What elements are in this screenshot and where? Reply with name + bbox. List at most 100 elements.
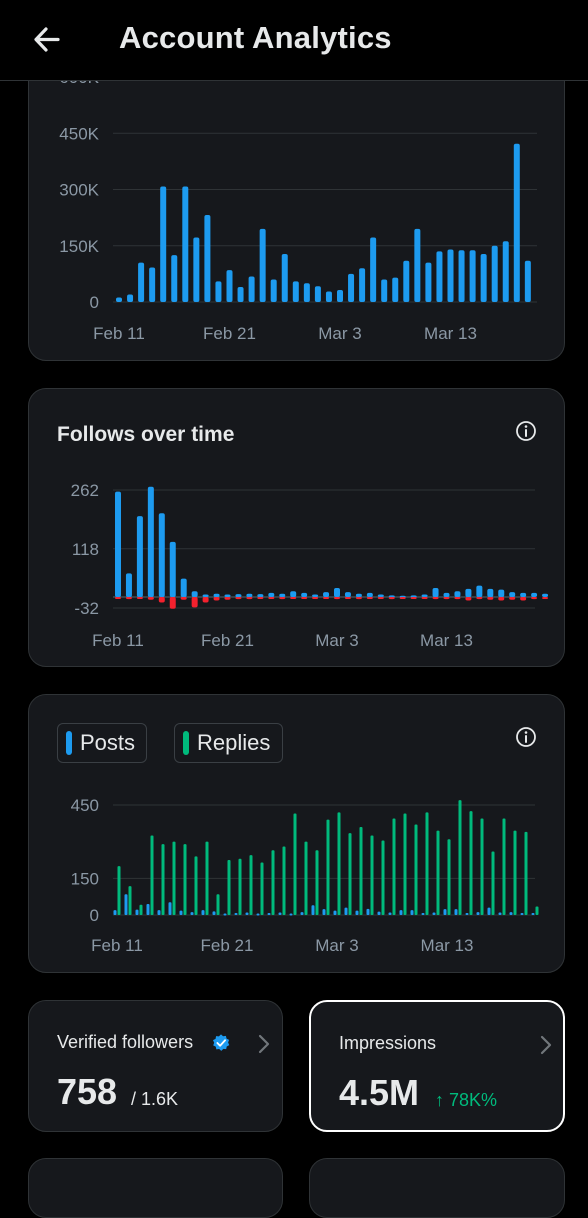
posts-bar — [432, 912, 436, 915]
replies-bar — [205, 841, 209, 915]
info-icon[interactable] — [515, 420, 537, 442]
follows-loss-bar — [399, 597, 406, 599]
arrow-left-icon[interactable] — [28, 20, 68, 60]
follows-gain-bar — [290, 591, 297, 597]
follows-loss-bar — [377, 597, 384, 599]
follows-loss-bar — [136, 597, 143, 599]
posts-bar — [300, 912, 304, 915]
follows-gain-bar — [301, 592, 308, 597]
replies-bar — [139, 904, 143, 915]
posts-bar — [476, 912, 480, 915]
impressions-bar — [436, 251, 443, 302]
x-tick-label: Feb 11 — [93, 324, 145, 343]
impressions-bar — [204, 215, 211, 302]
follows-gain-bar — [334, 588, 340, 597]
y-tick-label: 118 — [72, 540, 99, 559]
impressions-bar — [337, 290, 343, 302]
replies-bar — [469, 811, 473, 915]
impressions-card[interactable]: Impressions 4.5M ↑ 78K% — [309, 1000, 565, 1132]
follows-gain-bar — [213, 593, 220, 597]
follows-loss-bar — [246, 597, 253, 600]
follows-loss-bar — [115, 597, 121, 599]
posts-bar — [135, 909, 139, 915]
posts-bar — [366, 908, 370, 915]
replies-swatch — [183, 731, 189, 755]
follows-gain-bar — [180, 578, 187, 597]
follows-loss-bar — [487, 597, 494, 600]
follows-loss-bar — [443, 597, 450, 600]
posts-bar — [234, 913, 238, 916]
impressions-label: Impressions — [339, 1033, 437, 1053]
follows-loss-bar — [191, 597, 198, 608]
replies-bar — [128, 886, 132, 915]
follows-gain-bar — [224, 594, 231, 597]
posts-bar — [278, 912, 282, 915]
verified-followers-value: 758 — [57, 1071, 118, 1112]
follows-loss-bar — [388, 597, 395, 600]
info-icon[interactable] — [515, 726, 537, 748]
follows-loss-bar — [202, 597, 209, 603]
impressions-bar — [513, 143, 520, 302]
stat-card-partial-left[interactable] — [28, 1158, 283, 1218]
chevron-right-icon[interactable] — [539, 1034, 553, 1056]
posts-bar — [212, 911, 216, 915]
posts-bar — [388, 912, 392, 915]
impressions-bar — [414, 228, 421, 302]
page-title: Account Analytics — [119, 20, 392, 55]
posts-bar — [344, 907, 348, 915]
follows-loss-bar — [213, 597, 220, 601]
x-tick-label: Feb 21 — [201, 936, 254, 955]
impressions-bar — [116, 297, 122, 302]
follows-loss-bar — [366, 597, 373, 599]
impressions-bar — [314, 286, 321, 302]
replies-bar — [381, 840, 385, 915]
follows-loss-bar — [125, 597, 132, 600]
chevron-right-icon[interactable] — [257, 1033, 271, 1055]
follows-gain-bar — [115, 491, 121, 597]
replies-bar — [337, 812, 341, 915]
posts-bar — [168, 902, 172, 915]
follows-loss-bar — [410, 597, 417, 599]
impressions-bar — [226, 270, 233, 302]
legend-posts[interactable]: Posts — [57, 723, 147, 763]
follows-loss-bar — [301, 597, 308, 599]
x-tick-label: Feb 21 — [203, 324, 256, 343]
verified-followers-card[interactable]: Verified followers 758 / 1.6K — [28, 1000, 283, 1132]
stat-card-partial-right[interactable] — [309, 1158, 565, 1218]
impressions-bar — [480, 254, 487, 302]
posts-bar — [410, 910, 414, 915]
x-tick-label: Mar 13 — [421, 936, 474, 955]
replies-bar — [502, 818, 506, 915]
follows-gain-bar — [388, 595, 395, 598]
y-tick-label: 450K — [59, 124, 99, 143]
legend-replies[interactable]: Replies — [174, 723, 283, 763]
replies-bar — [260, 862, 264, 915]
replies-bar — [117, 866, 121, 915]
replies-bar — [491, 851, 495, 915]
posts-bar — [146, 904, 150, 915]
replies-bar — [282, 846, 286, 915]
follows-gain-bar — [454, 591, 461, 597]
y-tick-label: 150K — [59, 237, 99, 256]
replies-bar — [216, 894, 220, 915]
impressions-bar — [171, 255, 178, 302]
impressions-bar — [381, 279, 388, 302]
follows-chart-card: Follows over time -32 118 262 Feb 11 Feb 21 M… — [28, 388, 565, 667]
replies-bar — [524, 831, 528, 915]
impressions-bar — [281, 254, 288, 302]
posts-bar — [465, 913, 469, 916]
impressions-bar — [138, 262, 145, 302]
x-tick-label: Feb 11 — [92, 631, 144, 650]
replies-bar — [172, 841, 176, 915]
follows-gain-bar — [246, 593, 253, 597]
replies-bar — [348, 833, 352, 915]
follows-chart: -32 118 262 Feb 11 Feb 21 Mar 3 Mar 13 — [71, 481, 549, 650]
replies-bar — [183, 844, 187, 915]
impressions-bar — [149, 267, 156, 302]
follows-loss-bar — [257, 597, 264, 599]
replies-bar — [249, 855, 253, 915]
follows-gain-bar — [312, 594, 319, 597]
replies-bar — [194, 856, 198, 915]
